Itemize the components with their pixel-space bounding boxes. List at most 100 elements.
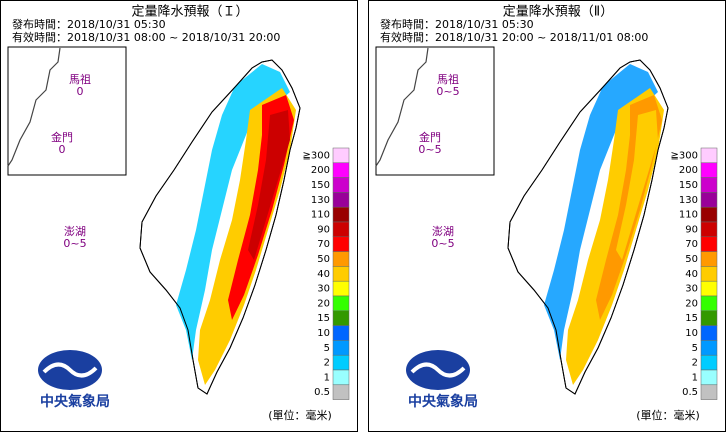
valid-time: 有效時間：2018/10/31 20:00 ~ 2018/11/01 08:00 xyxy=(380,30,648,44)
unit-label: (單位：毫米) xyxy=(268,408,332,422)
legend-swatch xyxy=(700,295,718,312)
issue-time: 發布時間：2018/10/31 05:30 xyxy=(12,17,166,31)
inset-box xyxy=(375,46,495,176)
legend-label: 70 xyxy=(685,239,698,250)
legend-swatch xyxy=(700,384,718,400)
china-coast xyxy=(375,47,429,167)
legend-swatch xyxy=(332,266,350,282)
legend-label: 70 xyxy=(317,239,330,250)
island-value: 0~5 xyxy=(436,85,459,98)
legend-label: 5 xyxy=(692,343,698,354)
legend-swatch xyxy=(700,280,718,297)
legend-label: ≧300 xyxy=(303,150,330,161)
legend-swatch xyxy=(332,221,350,238)
forecast-panel: 定量降水預報（Ｉ）發布時間：2018/10/31 05:30有效時間：2018/… xyxy=(0,0,358,432)
legend-label: 90 xyxy=(317,224,330,235)
legend-swatch xyxy=(332,310,350,326)
legend-label: 110 xyxy=(679,210,698,221)
legend-swatch xyxy=(700,192,718,208)
legend-label: 130 xyxy=(679,195,698,206)
legend-label: 0.5 xyxy=(314,387,330,398)
legend-swatch xyxy=(332,280,350,297)
legend-swatch xyxy=(332,384,350,400)
legend-swatch xyxy=(332,354,350,371)
legend-label: 15 xyxy=(317,313,330,324)
legend-label: 15 xyxy=(685,313,698,324)
taiwan-border xyxy=(507,59,669,395)
legend-label: 30 xyxy=(685,284,698,295)
island-name: 馬祖 xyxy=(69,72,91,86)
rain-west xyxy=(176,64,290,360)
logo-wave xyxy=(410,362,466,378)
island-name: 澎湖 xyxy=(64,225,86,238)
rain-area xyxy=(616,110,658,260)
legend-swatch xyxy=(332,340,350,356)
island-value: 0~5 xyxy=(418,143,441,156)
legend-swatch xyxy=(700,340,718,356)
panel-title: 定量降水預報（Ｉ） xyxy=(131,5,248,20)
legend-swatch xyxy=(700,369,718,386)
logo-text: 中央氣象局 xyxy=(408,393,478,410)
panel-title: 定量降水預報（Ⅱ） xyxy=(503,5,613,20)
legend-swatch xyxy=(700,221,718,238)
legend-label: 50 xyxy=(685,254,698,265)
valid-time: 有效時間：2018/10/31 08:00 ~ 2018/10/31 20:00 xyxy=(12,30,280,44)
island-value: 0 xyxy=(77,85,84,98)
legend-label: 1 xyxy=(692,372,698,383)
issue-time: 發布時間：2018/10/31 05:30 xyxy=(380,17,534,31)
legend-label: 40 xyxy=(317,269,330,280)
island-name: 金門 xyxy=(419,130,441,144)
legend-label: 90 xyxy=(685,224,698,235)
legend-swatch xyxy=(332,162,350,178)
legend-label: 2 xyxy=(324,358,330,369)
legend-label: ≧300 xyxy=(671,150,698,161)
legend-label: 150 xyxy=(311,180,330,191)
legend-label: 130 xyxy=(311,195,330,206)
forecast-panel: 定量降水預報（Ⅱ）發布時間：2018/10/31 05:30有效時間：2018/… xyxy=(368,0,726,432)
legend-swatch xyxy=(700,354,718,371)
china-coast xyxy=(7,47,61,167)
legend-swatch xyxy=(332,236,350,252)
island-value: 0~5 xyxy=(63,237,86,250)
legend-label: 30 xyxy=(317,284,330,295)
legend-swatch xyxy=(700,266,718,282)
island-name: 澎湖 xyxy=(432,225,454,238)
legend-swatch xyxy=(700,251,718,267)
inset-box xyxy=(7,46,127,176)
legend-label: 200 xyxy=(679,165,698,176)
legend-swatch xyxy=(332,206,350,223)
island-value: 0~5 xyxy=(431,237,454,250)
legend-label: 40 xyxy=(685,269,698,280)
island-name: 馬祖 xyxy=(437,72,459,86)
island-name: 金門 xyxy=(51,130,73,144)
legend-swatch xyxy=(332,369,350,386)
legend-swatch xyxy=(700,236,718,252)
logo-wave xyxy=(42,362,98,378)
legend-swatch xyxy=(332,295,350,312)
legend-label: 10 xyxy=(685,328,698,339)
unit-label: (單位：毫米) xyxy=(636,408,700,422)
legend-swatch xyxy=(700,177,718,193)
legend-label: 5 xyxy=(324,343,330,354)
taiwan-border xyxy=(139,59,301,395)
legend-swatch xyxy=(332,325,350,341)
legend-swatch xyxy=(700,310,718,326)
rain-area xyxy=(248,110,290,260)
legend-label: 110 xyxy=(311,210,330,221)
legend-swatch xyxy=(700,206,718,223)
rain-west xyxy=(544,64,658,360)
legend-label: 20 xyxy=(685,298,698,309)
legend-label: 1 xyxy=(324,372,330,383)
legend-label: 50 xyxy=(317,254,330,265)
legend-label: 0.5 xyxy=(682,387,698,398)
island-value: 0 xyxy=(59,143,66,156)
legend-swatch xyxy=(332,251,350,267)
legend-swatch xyxy=(700,325,718,341)
legend-label: 20 xyxy=(317,298,330,309)
legend-label: 200 xyxy=(311,165,330,176)
legend-swatch xyxy=(700,147,718,164)
legend-swatch xyxy=(332,192,350,208)
legend-label: 150 xyxy=(679,180,698,191)
legend-label: 2 xyxy=(692,358,698,369)
legend-swatch xyxy=(332,177,350,193)
